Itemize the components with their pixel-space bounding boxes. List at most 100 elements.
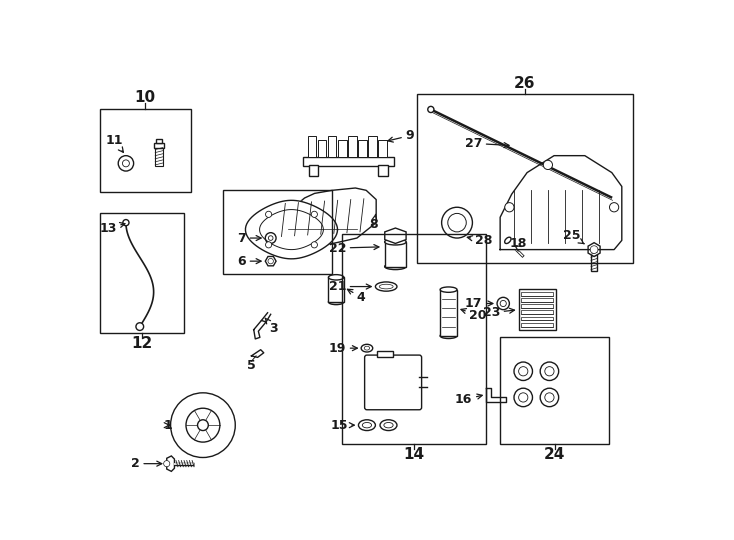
Ellipse shape [328, 275, 344, 280]
Text: 26: 26 [514, 76, 536, 91]
Bar [309, 165, 319, 176]
Bar [338, 140, 346, 157]
Text: 28: 28 [468, 234, 492, 247]
Ellipse shape [358, 420, 375, 430]
Bar [318, 140, 327, 157]
Circle shape [514, 388, 532, 407]
Bar [385, 242, 406, 267]
Text: 11: 11 [106, 134, 123, 152]
Circle shape [540, 388, 559, 407]
Circle shape [197, 420, 208, 430]
Bar [100, 109, 191, 192]
Polygon shape [588, 242, 600, 256]
Ellipse shape [363, 422, 371, 428]
Bar [379, 165, 388, 176]
Text: 21: 21 [329, 280, 371, 293]
Bar [154, 143, 164, 148]
Bar [308, 136, 316, 157]
Circle shape [545, 393, 554, 402]
Ellipse shape [384, 422, 393, 428]
Text: 10: 10 [134, 90, 156, 105]
Ellipse shape [440, 333, 457, 339]
Circle shape [609, 202, 619, 212]
FancyBboxPatch shape [365, 355, 421, 410]
Circle shape [164, 461, 170, 467]
Ellipse shape [364, 346, 370, 350]
Polygon shape [252, 350, 264, 357]
Text: 14: 14 [404, 447, 424, 462]
Bar [519, 289, 556, 330]
Bar [379, 140, 387, 157]
Text: 20: 20 [461, 308, 487, 321]
Circle shape [266, 242, 272, 248]
Circle shape [123, 220, 129, 226]
Text: 25: 25 [563, 230, 584, 244]
Circle shape [590, 246, 598, 253]
Bar [377, 351, 393, 357]
Circle shape [448, 213, 466, 232]
Text: 22: 22 [329, 241, 379, 254]
Text: 7: 7 [237, 232, 261, 245]
Circle shape [186, 408, 220, 442]
Bar [417, 94, 633, 264]
Polygon shape [254, 320, 266, 339]
Bar [100, 213, 184, 333]
Bar [303, 157, 394, 166]
Bar [155, 148, 163, 166]
Polygon shape [167, 456, 175, 471]
Circle shape [123, 160, 129, 167]
Ellipse shape [505, 237, 511, 244]
Circle shape [311, 211, 317, 218]
Polygon shape [245, 200, 338, 259]
Text: 18: 18 [510, 237, 527, 250]
Text: 17: 17 [465, 297, 493, 310]
Bar [348, 136, 357, 157]
Circle shape [514, 362, 532, 381]
Text: 6: 6 [237, 255, 261, 268]
Circle shape [543, 160, 553, 170]
Bar [591, 249, 597, 271]
Text: 13: 13 [99, 221, 125, 234]
Circle shape [540, 362, 559, 381]
Ellipse shape [385, 264, 406, 269]
Text: 24: 24 [544, 447, 565, 462]
Bar [521, 323, 553, 327]
Bar [521, 304, 553, 308]
Text: 15: 15 [330, 418, 355, 431]
Polygon shape [500, 156, 622, 249]
Circle shape [442, 207, 473, 238]
Circle shape [266, 211, 272, 218]
Ellipse shape [375, 282, 397, 291]
Bar [341, 234, 487, 444]
Ellipse shape [379, 284, 393, 289]
Text: 8: 8 [369, 214, 378, 232]
Bar [328, 136, 336, 157]
Circle shape [265, 233, 276, 244]
Ellipse shape [380, 420, 397, 430]
Circle shape [170, 393, 236, 457]
Bar [440, 289, 457, 336]
Circle shape [545, 367, 554, 376]
Text: 2: 2 [131, 457, 161, 470]
Circle shape [136, 323, 144, 330]
Bar [500, 338, 609, 444]
Text: 4: 4 [347, 289, 366, 304]
Bar [358, 140, 367, 157]
Text: 27: 27 [465, 137, 509, 150]
Ellipse shape [361, 345, 373, 352]
Ellipse shape [328, 299, 344, 305]
Bar [368, 136, 377, 157]
Bar [521, 298, 553, 302]
Ellipse shape [385, 239, 406, 245]
Bar [328, 278, 344, 302]
Bar [223, 190, 333, 274]
Polygon shape [487, 388, 506, 402]
Bar [521, 310, 553, 314]
Circle shape [311, 242, 317, 248]
Polygon shape [385, 228, 406, 244]
Text: 12: 12 [131, 336, 153, 351]
Ellipse shape [440, 287, 457, 292]
Circle shape [505, 202, 514, 212]
Circle shape [497, 298, 509, 309]
Text: 1: 1 [164, 418, 172, 431]
